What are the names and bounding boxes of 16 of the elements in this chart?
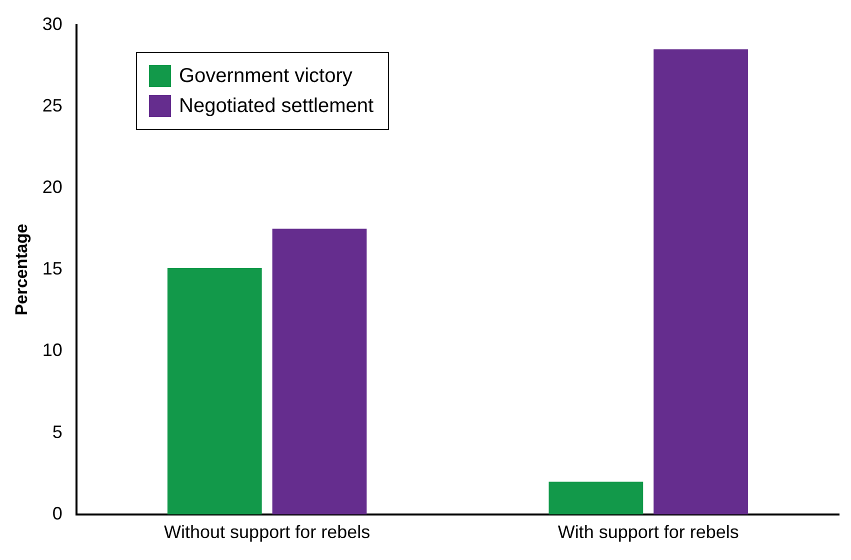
y-tick-label: 5 <box>52 422 62 442</box>
legend-label: Negotiated settlement <box>179 94 374 118</box>
bar <box>167 268 262 514</box>
y-tick-label: 0 <box>52 503 62 524</box>
bar <box>272 228 367 514</box>
y-tick-label: 20 <box>42 176 62 197</box>
y-tick-label: 10 <box>42 340 62 360</box>
x-tick-label: Without support for rebels <box>164 522 370 542</box>
x-tick-label: With support for rebels <box>558 522 739 542</box>
y-tick-label: 15 <box>42 258 62 279</box>
legend-label: Government victory <box>179 64 352 88</box>
bar <box>654 49 748 514</box>
y-tick-label: 25 <box>42 95 62 116</box>
y-axis-title: Percentage <box>12 224 31 316</box>
y-tick-label: 30 <box>42 14 62 34</box>
bar <box>548 482 644 514</box>
